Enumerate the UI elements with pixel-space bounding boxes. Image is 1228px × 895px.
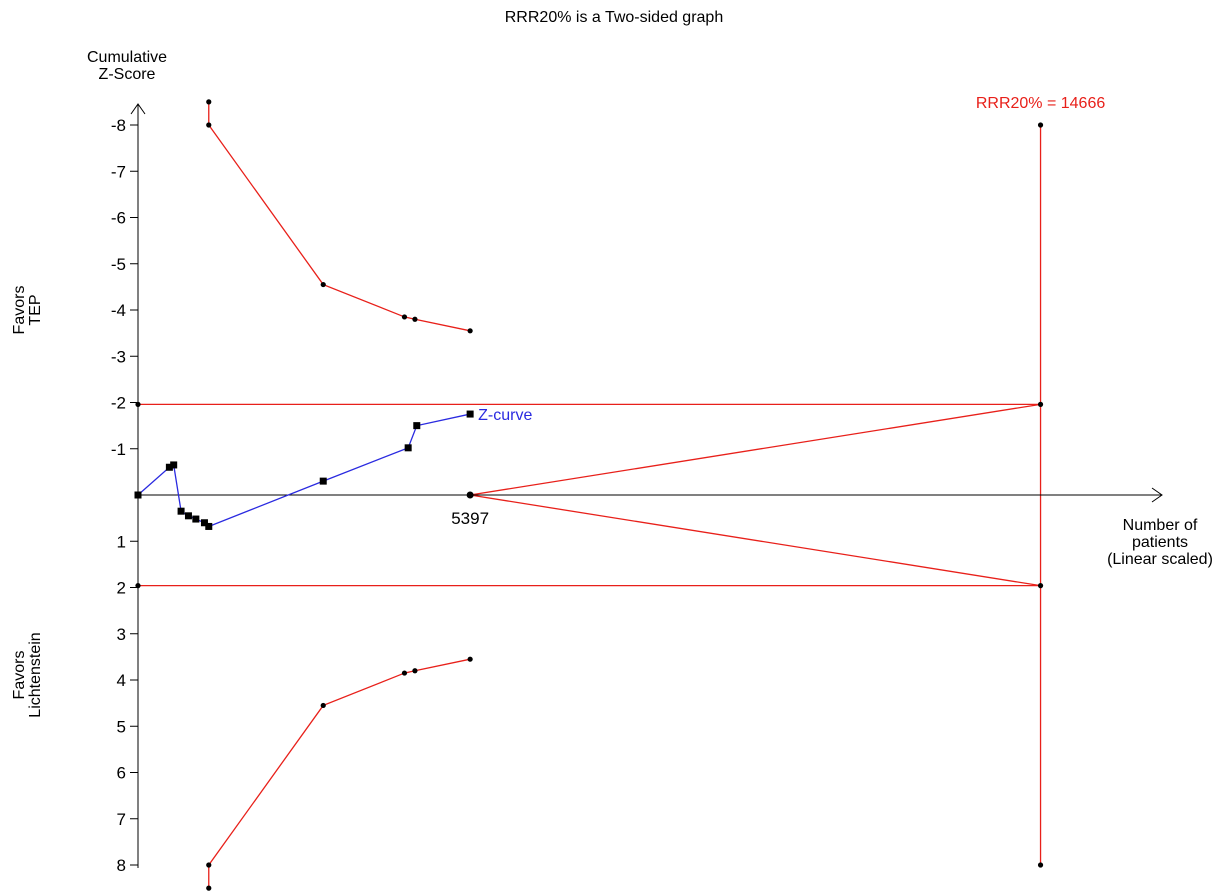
monitoring-upper-point	[412, 316, 418, 322]
y-tick-label: -6	[111, 209, 126, 228]
conventional-lower-start-point	[135, 583, 141, 589]
y-tick-label: 3	[117, 625, 126, 644]
monitoring-lower-point	[206, 862, 212, 868]
monitoring-upper-point	[206, 99, 212, 105]
y-tick-label: -5	[111, 255, 126, 274]
zcurve-legend-label: Z-curve	[478, 407, 532, 424]
zcurve-point	[165, 463, 173, 471]
y-tick-label: 4	[117, 671, 126, 690]
favors-tep-label: Favors TEP	[11, 286, 44, 335]
y-ticks: -8 -7 -6 -5 -4 -3 -2 -1 1 2 3 4 5 6 7 8	[111, 116, 138, 875]
zcurve-line	[137, 413, 471, 528]
y-tick-label: 8	[117, 856, 126, 875]
x-axis-title-line2: patients	[1132, 534, 1188, 551]
monitoring-boundary-upper	[208, 101, 471, 332]
ris-top-point	[1037, 122, 1044, 128]
x-axis-title-line3: (Linear scaled)	[1107, 551, 1213, 568]
y-tick-label: 2	[117, 579, 126, 598]
zcurve-point	[466, 410, 474, 418]
monitoring-lower-point	[401, 670, 408, 676]
favors-tep-line1: Favors	[11, 286, 28, 335]
axes-layer	[130, 103, 1163, 868]
y-tick-label: 7	[117, 810, 126, 829]
zcurve-point	[170, 461, 178, 469]
y-tick-label: -7	[111, 162, 126, 181]
x-marker-point	[466, 491, 474, 499]
monitoring-upper-point	[320, 281, 326, 288]
favors-tep-line2: TEP	[27, 294, 44, 325]
zcurve-point	[413, 422, 421, 430]
y-tick-label: -2	[111, 394, 126, 413]
x-axis-title-line1: Number of	[1123, 517, 1198, 534]
ris-upper-point	[1037, 401, 1044, 407]
favors-lichtenstein-label: Favors Lichtenstein	[11, 632, 44, 717]
favors-lichtenstein-line2: Lichtenstein	[27, 632, 44, 717]
y-tick-label: -4	[111, 301, 126, 320]
y-tick-label: -8	[111, 116, 126, 135]
monitoring-lower-point	[412, 668, 418, 674]
y-tick-label: 6	[117, 764, 126, 783]
monitoring-boundary-lower	[208, 658, 471, 889]
monitoring-upper-point	[206, 122, 212, 128]
chart-title: RRR20% is a Two-sided graph	[505, 9, 723, 26]
futility-boundary-upper	[470, 403, 1041, 496]
y-axis-title-line1: Cumulative	[87, 49, 167, 66]
ris-label: RRR20% = 14666	[976, 95, 1106, 112]
zcurve-point	[134, 491, 142, 499]
zcurve-layer	[134, 410, 474, 530]
monitoring-lower-point	[467, 656, 473, 662]
points-layer	[135, 99, 1044, 891]
ris-bottom-point	[1037, 862, 1044, 868]
zcurve-point	[184, 512, 192, 520]
y-axis-arrow	[130, 103, 146, 115]
futility-boundary-lower	[470, 494, 1041, 587]
x-axis-arrow	[1151, 487, 1163, 503]
zcurve-point	[200, 519, 208, 527]
zcurve-point	[404, 444, 412, 452]
y-axis-title-line2: Z-Score	[99, 66, 156, 83]
x-marker-label: 5397	[451, 509, 489, 528]
zcurve-point	[205, 522, 213, 530]
monitoring-upper-point	[467, 328, 473, 334]
monitoring-upper-point	[401, 314, 408, 320]
favors-lichtenstein-line1: Favors	[11, 651, 28, 700]
monitoring-lower-point	[206, 885, 212, 891]
monitoring-lower-point	[320, 702, 326, 709]
zcurve-point	[319, 477, 327, 485]
y-tick-label: -1	[111, 440, 126, 459]
ris-lower-point	[1037, 583, 1044, 589]
zcurve-point	[192, 515, 200, 523]
conventional-upper-start-point	[135, 401, 141, 407]
zcurve-point	[177, 507, 185, 515]
y-tick-label: -3	[111, 347, 126, 366]
y-tick-label: 5	[117, 717, 126, 736]
y-tick-label: 1	[117, 532, 126, 551]
